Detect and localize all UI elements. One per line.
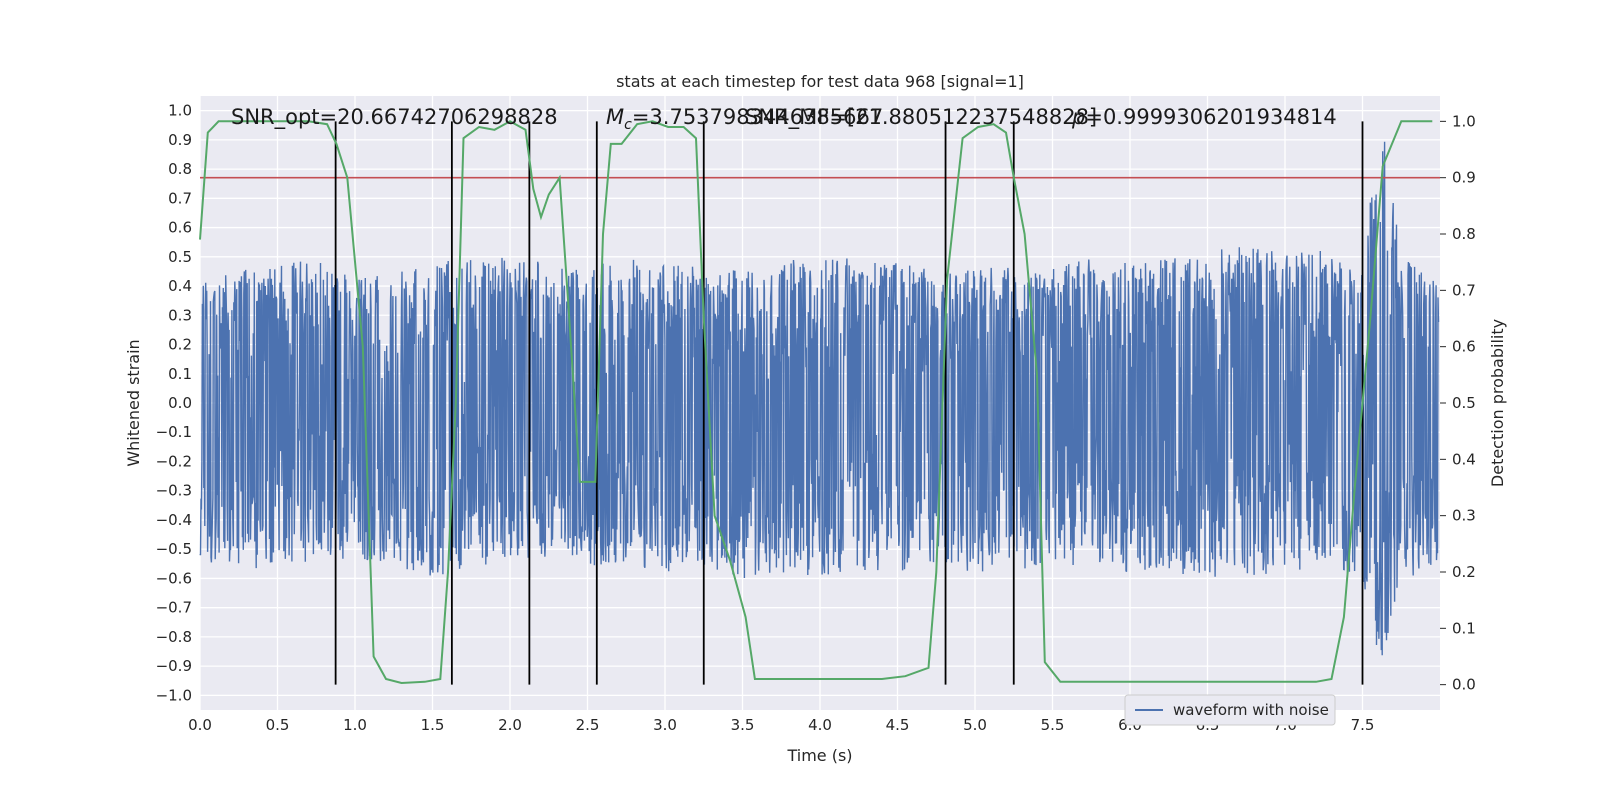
x-tick-label: 3.5 bbox=[731, 716, 755, 734]
x-tick-label: 4.5 bbox=[886, 716, 910, 734]
y-tick-label: 0.1 bbox=[168, 365, 192, 383]
vertical-markers bbox=[334, 121, 1364, 685]
y-tick-label: 1.0 bbox=[168, 102, 192, 120]
legend: waveform with noise bbox=[1124, 694, 1336, 726]
y2-tick-label: 0.0 bbox=[1452, 676, 1476, 694]
y2-tick-label: 0.4 bbox=[1452, 450, 1476, 468]
annotation-p-value-number: =0.9999306201934814 bbox=[1085, 105, 1336, 129]
series-detection-probability bbox=[199, 120, 1433, 685]
annotation-p-symbol: p bbox=[1071, 105, 1085, 129]
detection-probability-path bbox=[199, 120, 1433, 685]
y-tick-label: 0.6 bbox=[168, 219, 192, 237]
y-tick-label: 0.8 bbox=[168, 160, 192, 178]
x-tick-label: 2.0 bbox=[498, 716, 522, 734]
y-tick-label: −0.8 bbox=[156, 628, 192, 646]
waveform-noise-path bbox=[199, 141, 1440, 656]
y2-tick-label: 0.2 bbox=[1452, 563, 1476, 581]
annotation-chirp-mass-symbol: M bbox=[606, 105, 624, 129]
y-tick-label: 0.5 bbox=[168, 248, 192, 266]
x-tick-label: 1.0 bbox=[343, 716, 367, 734]
x-tick-label: 4.0 bbox=[808, 716, 832, 734]
x-axis-title: Time (s) bbox=[786, 746, 852, 765]
x-tick-label: 5.5 bbox=[1041, 716, 1065, 734]
legend-label-waveform: waveform with noise bbox=[1173, 701, 1329, 719]
chart-title: stats at each timestep for test data 968… bbox=[616, 72, 1024, 91]
annotation-chirp-mass: Mc=3.7537983446385667 bbox=[606, 105, 883, 133]
y-tick-label: −0.3 bbox=[156, 482, 192, 500]
y-tick-label: −0.5 bbox=[156, 540, 192, 558]
y-tick-label: −0.4 bbox=[156, 511, 192, 529]
annotation-chirp-mass-subscript: c bbox=[624, 117, 632, 133]
y2-tick-label: 0.8 bbox=[1452, 225, 1476, 243]
y2-tick-label: 0.6 bbox=[1452, 338, 1476, 356]
y-axis-ticks: 1.0 0.9 0.8 0.7 0.6 0.5 0.4 0.3 0.2 0.1 0.0 −0.1 −0.… bbox=[156, 102, 192, 705]
y-tick-label: −1.0 bbox=[156, 686, 192, 704]
y-tick-label: −0.2 bbox=[156, 452, 192, 470]
x-tick-label: 7.5 bbox=[1351, 716, 1375, 734]
y2-tick-label: 0.9 bbox=[1452, 169, 1476, 187]
y-tick-label: 0.4 bbox=[168, 277, 192, 295]
annotation-snr-opt: SNR_opt=20.66742706298828 bbox=[231, 105, 558, 130]
y-tick-label: 0.3 bbox=[168, 306, 192, 324]
y-tick-label: 0.0 bbox=[168, 394, 192, 412]
y2-axis-title: Detection probability bbox=[1488, 319, 1507, 487]
x-tick-label: 2.5 bbox=[576, 716, 600, 734]
y2-tick-label: 0.7 bbox=[1452, 281, 1476, 299]
y2-tick-label: 0.5 bbox=[1452, 394, 1476, 412]
x-tick-label: 3.0 bbox=[653, 716, 677, 734]
series-waveform-with-noise bbox=[199, 141, 1440, 656]
annotation-snr-mf: SNR_MF=[21.880512237548828] bbox=[745, 105, 1097, 130]
y-tick-label: 0.2 bbox=[168, 336, 192, 354]
annotation-chirp-mass-value: =3.7537983446385667 bbox=[632, 105, 883, 129]
annotation-p-value: p=0.9999306201934814 bbox=[1071, 105, 1337, 129]
x-tick-label: 0.5 bbox=[266, 716, 290, 734]
x-tick-label: 5.0 bbox=[963, 716, 987, 734]
x-tick-label: 0.0 bbox=[188, 716, 212, 734]
y-tick-label: 0.7 bbox=[168, 189, 192, 207]
y2-tick-label: 1.0 bbox=[1452, 112, 1476, 130]
y2-axis-ticks: 1.0 0.9 0.8 0.7 0.6 0.5 0.4 0.3 0.2 0.1 0.0 bbox=[1440, 112, 1476, 694]
x-tick-label: 1.5 bbox=[421, 716, 445, 734]
y-axis-title: Whitened strain bbox=[124, 339, 143, 466]
y-tick-label: 0.9 bbox=[168, 131, 192, 149]
y2-tick-label: 0.1 bbox=[1452, 619, 1476, 637]
y-tick-label: −0.9 bbox=[156, 657, 192, 675]
y-tick-label: −0.7 bbox=[156, 599, 192, 617]
y2-tick-label: 0.3 bbox=[1452, 507, 1476, 525]
legend-box bbox=[1124, 694, 1336, 726]
x-axis-ticks: 0.00.51.01.52.02.53.03.54.04.55.05.56.06… bbox=[188, 716, 1374, 734]
y-tick-label: −0.1 bbox=[156, 423, 192, 441]
y-tick-label: −0.6 bbox=[156, 569, 192, 587]
